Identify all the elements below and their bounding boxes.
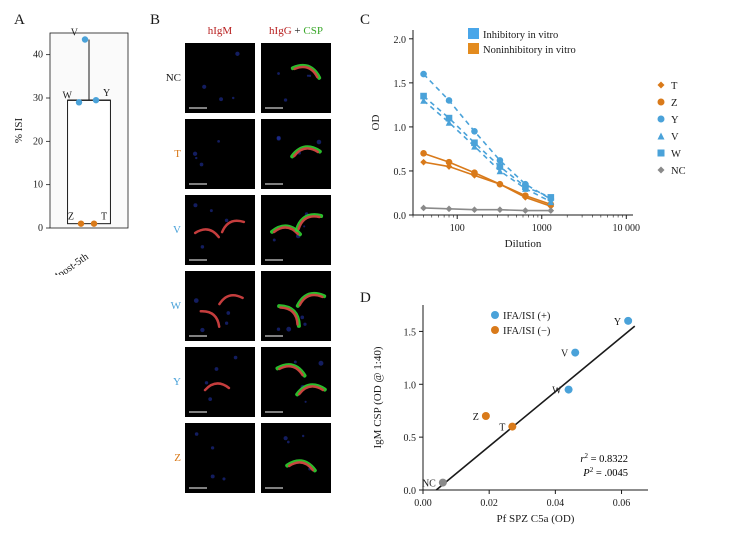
micro-row-label: V (155, 224, 181, 236)
svg-text:Y: Y (103, 88, 110, 99)
panel-b-microscopy: hIgM hIgG + CSP NC T V W Y Z (155, 25, 350, 493)
micro-row-label: Z (155, 452, 181, 464)
svg-text:0.02: 0.02 (480, 498, 498, 509)
micro-cell (261, 195, 331, 265)
svg-text:20: 20 (33, 136, 43, 147)
svg-text:T: T (671, 81, 678, 92)
micro-col-label: hIgG + CSP (261, 25, 331, 37)
svg-text:0.00: 0.00 (414, 498, 432, 509)
svg-text:Y: Y (614, 317, 621, 328)
svg-text:V: V (671, 132, 679, 143)
svg-text:0.0: 0.0 (394, 211, 407, 222)
micro-cell (185, 423, 255, 493)
panel-a-boxplot: 0 10 20 30 40 % ISI V Y W T Zd14post-5th (10, 25, 142, 275)
micro-row-label: Y (155, 376, 181, 388)
svg-text:Z: Z (68, 212, 74, 223)
svg-text:d14post-5th: d14post-5th (43, 251, 91, 275)
svg-text:10: 10 (33, 180, 43, 191)
micro-row-label: NC (155, 72, 181, 84)
micro-cell (261, 423, 331, 493)
micro-cell (261, 43, 331, 113)
svg-text:40: 40 (33, 50, 43, 61)
svg-text:V: V (561, 349, 569, 360)
panel-c-chart: 0.0 0.5 1.0 1.5 2.0 100 1000 10 000 Dilution OD In… (365, 20, 725, 280)
micro-cell (185, 271, 255, 341)
micro-cell (185, 347, 255, 417)
svg-text:Pf SPZ C5a (OD): Pf SPZ C5a (OD) (497, 513, 575, 525)
micro-cell (261, 347, 331, 417)
svg-text:% ISI: % ISI (13, 117, 25, 143)
svg-text:10 000: 10 000 (613, 223, 641, 234)
svg-text:r2 = 0.8322: r2 = 0.8322 (580, 452, 628, 465)
micro-cell (261, 271, 331, 341)
svg-text:0.04: 0.04 (547, 498, 565, 509)
micro-cell (185, 119, 255, 189)
svg-text:1.5: 1.5 (394, 79, 407, 90)
svg-text:100: 100 (450, 223, 465, 234)
svg-text:Z: Z (473, 412, 479, 423)
svg-text:Z: Z (671, 98, 677, 109)
svg-text:NC: NC (671, 166, 686, 177)
svg-text:0.06: 0.06 (613, 498, 631, 509)
svg-text:0.0: 0.0 (404, 486, 417, 497)
micro-row-label: W (155, 300, 181, 312)
svg-text:0: 0 (38, 223, 43, 234)
svg-text:W: W (671, 149, 681, 160)
svg-text:IFA/ISI (+): IFA/ISI (+) (503, 311, 551, 322)
svg-text:T: T (499, 423, 505, 434)
micro-row-label: T (155, 148, 181, 160)
svg-text:1000: 1000 (532, 223, 552, 234)
micro-cell (261, 119, 331, 189)
svg-text:T: T (101, 212, 107, 223)
svg-text:Y: Y (671, 115, 679, 126)
svg-text:Noninhibitory in vitro: Noninhibitory in vitro (483, 45, 576, 56)
svg-text:Inhibitory in vitro: Inhibitory in vitro (483, 30, 558, 41)
svg-text:OD: OD (370, 115, 382, 131)
micro-cell (185, 195, 255, 265)
micro-cell (185, 43, 255, 113)
svg-text:IFA/ISI (−): IFA/ISI (−) (503, 326, 551, 337)
svg-text:NC: NC (422, 479, 436, 490)
svg-text:0.5: 0.5 (394, 167, 407, 178)
svg-text:2.0: 2.0 (394, 35, 407, 46)
svg-text:V: V (71, 28, 79, 39)
svg-text:1.5: 1.5 (404, 327, 417, 338)
svg-text:IgM CSP (OD @ 1:40): IgM CSP (OD @ 1:40) (372, 346, 384, 448)
micro-col-label: hIgM (185, 25, 255, 37)
svg-text:Dilution: Dilution (505, 238, 542, 250)
svg-text:W: W (552, 386, 562, 397)
panel-d-chart: 0.0 0.5 1.0 1.5 0.00 0.02 0.04 0.06 Pf SPZ C5a (… (365, 295, 725, 550)
svg-text:1.0: 1.0 (394, 123, 407, 134)
svg-text:1.0: 1.0 (404, 380, 417, 391)
svg-text:W: W (63, 90, 73, 101)
svg-text:P2 = .0045: P2 = .0045 (582, 466, 628, 479)
svg-text:30: 30 (33, 93, 43, 104)
svg-text:0.5: 0.5 (404, 433, 417, 444)
